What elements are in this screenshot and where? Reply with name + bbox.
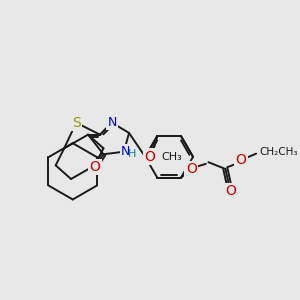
Text: CH₂CH₃: CH₂CH₃ [260, 147, 298, 157]
Text: O: O [236, 153, 246, 167]
Text: O: O [186, 162, 197, 176]
Text: N: N [107, 116, 117, 129]
Text: N: N [121, 145, 130, 158]
Text: S: S [72, 116, 80, 130]
Text: CH₃: CH₃ [161, 152, 182, 162]
Text: H: H [128, 149, 136, 159]
Text: O: O [89, 160, 100, 174]
Text: O: O [144, 150, 155, 164]
Text: O: O [225, 184, 236, 198]
